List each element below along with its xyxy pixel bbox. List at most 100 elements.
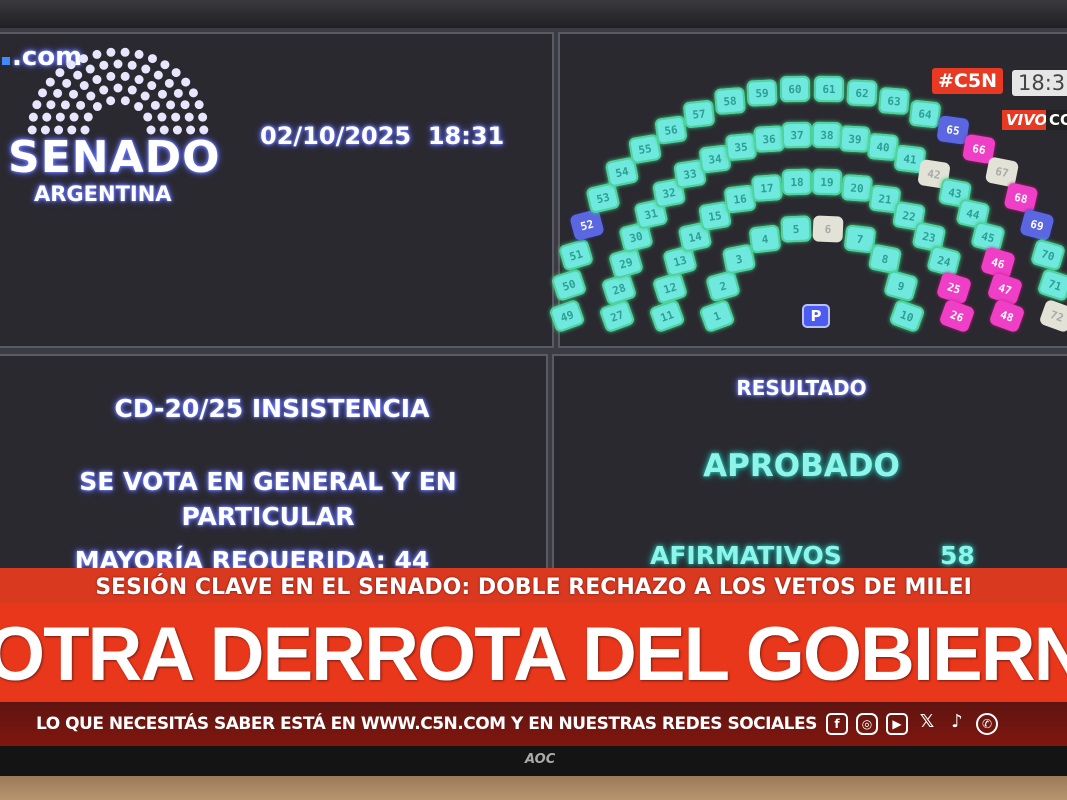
wooden-surface bbox=[0, 776, 1067, 800]
logo-dot bbox=[127, 60, 137, 70]
ticker-headline: OTRA DERROTA DEL GOBIERNO bbox=[0, 603, 1067, 705]
logo-dot bbox=[67, 125, 77, 135]
seat-71: 71 bbox=[1036, 267, 1067, 303]
session-date: 02/10/2025 bbox=[260, 122, 412, 150]
motion-description: SE VOTA EN GENERAL Y EN PARTICULAR bbox=[79, 467, 457, 531]
logo-dot bbox=[28, 112, 38, 122]
logo-dot bbox=[150, 100, 160, 110]
logo-dot bbox=[134, 49, 144, 59]
seat-37: 37 bbox=[782, 121, 813, 149]
logo-dot bbox=[127, 85, 137, 95]
seat-8: 8 bbox=[867, 243, 902, 275]
logo-dot bbox=[27, 125, 37, 135]
seat-64: 64 bbox=[908, 99, 941, 129]
motion-panel: CD-20/25 INSISTENCIA SE VOTA EN GENERAL … bbox=[0, 354, 548, 584]
headline-text: OTRA DERROTA DEL GOBIERNO bbox=[0, 612, 1067, 697]
seat-63: 63 bbox=[878, 87, 910, 116]
seat-35: 35 bbox=[724, 132, 757, 162]
seat-48: 48 bbox=[988, 298, 1026, 334]
logo-dot bbox=[171, 112, 181, 122]
footer-text: LO QUE NECESITÁS SABER ESTÁ EN WWW.C5N.C… bbox=[36, 714, 817, 734]
logo-dot bbox=[40, 125, 50, 135]
live-badge: VIVO bbox=[1002, 110, 1052, 130]
result-heading: RESULTADO bbox=[736, 376, 867, 400]
senado-header-panel: .com SENADO ARGENTINA 02/10/2025 18:31 bbox=[0, 32, 554, 348]
logo-dot bbox=[184, 112, 194, 122]
logo-dot bbox=[86, 91, 96, 101]
logo-dot bbox=[120, 71, 130, 81]
logo-dot bbox=[164, 78, 174, 88]
session-time: 18:31 bbox=[427, 122, 505, 150]
seat-39: 39 bbox=[839, 125, 872, 153]
seat-60: 60 bbox=[780, 75, 811, 102]
logo-dot bbox=[92, 102, 102, 112]
seat-1: 1 bbox=[698, 298, 736, 334]
seat-38: 38 bbox=[811, 121, 842, 149]
logo-dot bbox=[54, 125, 64, 135]
tv-screen: .com SENADO ARGENTINA 02/10/2025 18:31 1… bbox=[0, 28, 1067, 748]
seat-11: 11 bbox=[648, 298, 686, 334]
seat-68: 68 bbox=[1003, 181, 1039, 214]
logo-dot bbox=[188, 88, 198, 98]
seat-59: 59 bbox=[746, 79, 778, 107]
logo-dot bbox=[99, 85, 109, 95]
tv-bezel-bottom bbox=[0, 746, 1067, 776]
seat-9: 9 bbox=[883, 269, 920, 303]
youtube-icon: ▶ bbox=[886, 713, 908, 735]
logo-dot bbox=[45, 77, 55, 87]
logo-dot bbox=[85, 64, 95, 74]
seat-51: 51 bbox=[558, 237, 595, 272]
logo-dot bbox=[159, 125, 169, 135]
seat-49: 49 bbox=[548, 298, 586, 334]
logo-dot bbox=[120, 96, 130, 106]
result-status: APROBADO bbox=[703, 448, 900, 484]
seat-4: 4 bbox=[748, 224, 781, 255]
seat-58: 58 bbox=[714, 87, 746, 116]
seat-50: 50 bbox=[550, 267, 588, 303]
session-datetime: 02/10/2025 18:31 bbox=[260, 122, 504, 150]
logo-dot bbox=[106, 47, 116, 57]
senado-logo-subtitle: ARGENTINA bbox=[34, 182, 172, 206]
logo-dot bbox=[147, 54, 157, 64]
logo-dot bbox=[181, 77, 191, 87]
instagram-icon: ◎ bbox=[856, 713, 878, 735]
seat-69: 69 bbox=[1018, 208, 1055, 242]
logo-dot bbox=[92, 49, 102, 59]
seat-18: 18 bbox=[781, 168, 813, 196]
seat-20: 20 bbox=[840, 173, 873, 202]
logo-dot bbox=[80, 125, 90, 135]
seat-19: 19 bbox=[811, 168, 843, 196]
logo-dot bbox=[69, 89, 79, 99]
seat-52: 52 bbox=[569, 208, 606, 242]
seat-36: 36 bbox=[752, 125, 785, 153]
logo-dot bbox=[66, 60, 76, 70]
seat-57: 57 bbox=[682, 99, 716, 129]
logo-dot bbox=[141, 64, 151, 74]
logo-dot bbox=[113, 83, 123, 93]
logo-dot bbox=[69, 112, 79, 122]
logo-dot bbox=[113, 59, 123, 69]
broadcast-clock: 18:31 bbox=[1012, 70, 1067, 96]
seat-61: 61 bbox=[813, 75, 844, 102]
seat-62: 62 bbox=[846, 79, 878, 107]
logo-dot bbox=[76, 100, 86, 110]
logo-dot bbox=[199, 125, 209, 135]
seat-56: 56 bbox=[654, 114, 688, 145]
logo-dot bbox=[146, 125, 156, 135]
logo-dot bbox=[140, 91, 150, 101]
seat-2: 2 bbox=[704, 269, 741, 303]
logo-dot bbox=[73, 70, 83, 80]
logo-dot bbox=[153, 70, 163, 80]
logo-dot bbox=[38, 88, 48, 98]
live-badge-suffix: CO bbox=[1046, 110, 1067, 130]
logo-dot bbox=[99, 60, 109, 70]
seat-70: 70 bbox=[1029, 237, 1066, 272]
logo-dot bbox=[160, 60, 170, 70]
seat-25: 25 bbox=[935, 271, 973, 305]
logo-dot bbox=[60, 100, 70, 110]
tv-brand-logo: AOC bbox=[525, 752, 556, 767]
logo-dot bbox=[198, 112, 208, 122]
logo-dot bbox=[143, 112, 153, 122]
ticker-subheadline: SESIÓN CLAVE EN EL SENADO: DOBLE RECHAZO… bbox=[0, 568, 1067, 608]
seat-26: 26 bbox=[938, 298, 976, 334]
